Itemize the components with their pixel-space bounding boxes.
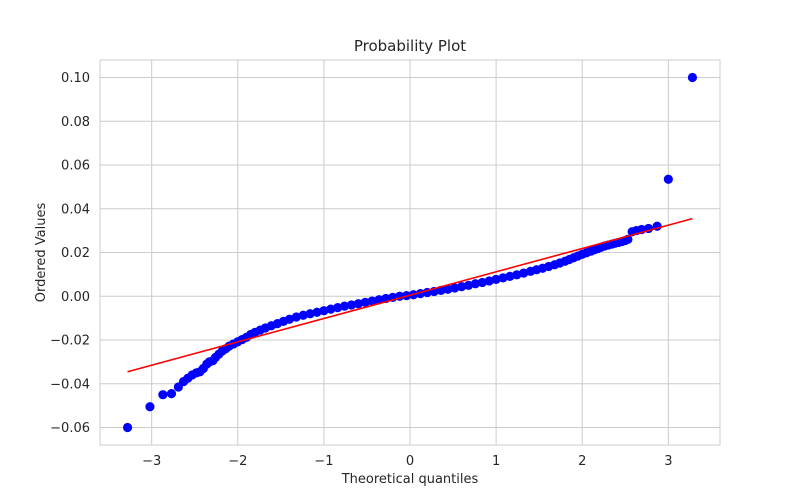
data-point — [319, 306, 329, 316]
y-tick-label: 0.02 — [61, 246, 90, 261]
x-tick-label: 2 — [578, 454, 586, 469]
y-tick-label: −0.04 — [50, 377, 90, 392]
data-point — [339, 301, 350, 311]
x-tick-labels: −3 −2 −1 0 1 2 3 — [142, 454, 672, 469]
data-points — [122, 72, 698, 433]
data-point — [491, 274, 501, 285]
y-tick-label: 0.04 — [61, 202, 90, 217]
data-point — [312, 307, 322, 317]
x-tick-label: −1 — [314, 454, 333, 469]
data-point — [360, 297, 370, 307]
data-point — [663, 174, 673, 184]
x-tick-label: −2 — [228, 454, 247, 469]
data-point — [463, 280, 474, 290]
grid — [100, 60, 720, 445]
y-tick-label: 0.10 — [61, 71, 90, 86]
y-tick-label: −0.02 — [50, 334, 90, 349]
data-point — [457, 282, 467, 292]
y-tick-labels: −0.06 −0.04 −0.02 0.00 0.02 0.04 0.06 0.08 0.10 — [50, 71, 90, 436]
data-point — [333, 303, 343, 313]
chart-title: Probability Plot — [354, 37, 466, 55]
data-point — [512, 270, 522, 280]
data-point — [484, 276, 494, 286]
data-point — [498, 273, 508, 283]
data-point — [374, 295, 384, 305]
data-point — [687, 72, 698, 83]
data-point — [353, 299, 363, 309]
data-point — [305, 309, 315, 319]
y-tick-label: 0.06 — [61, 159, 90, 174]
x-tick-label: 0 — [406, 454, 414, 469]
x-tick-label: 1 — [492, 454, 500, 469]
data-point — [519, 268, 529, 278]
data-point — [470, 279, 481, 289]
data-point — [346, 300, 357, 310]
data-point — [122, 422, 133, 433]
y-axis-label: Ordered Values — [34, 203, 49, 303]
data-point — [477, 277, 487, 288]
x-axis-label: Theoretical quantiles — [341, 472, 479, 487]
data-point — [166, 388, 177, 399]
data-point — [326, 304, 336, 314]
data-point — [145, 402, 155, 412]
data-point — [505, 271, 515, 281]
data-point — [298, 310, 308, 320]
fit-line — [127, 217, 693, 373]
x-tick-label: −3 — [142, 454, 161, 469]
data-point — [367, 296, 377, 306]
plot-frame — [99, 59, 721, 446]
x-tick-label: 3 — [664, 454, 672, 469]
data-point — [450, 283, 460, 293]
y-tick-label: 0.00 — [61, 290, 90, 305]
y-tick-label: −0.06 — [50, 421, 90, 436]
data-point — [158, 390, 168, 400]
data-point — [291, 312, 301, 322]
data-point — [443, 284, 453, 294]
y-tick-label: 0.08 — [61, 115, 90, 130]
